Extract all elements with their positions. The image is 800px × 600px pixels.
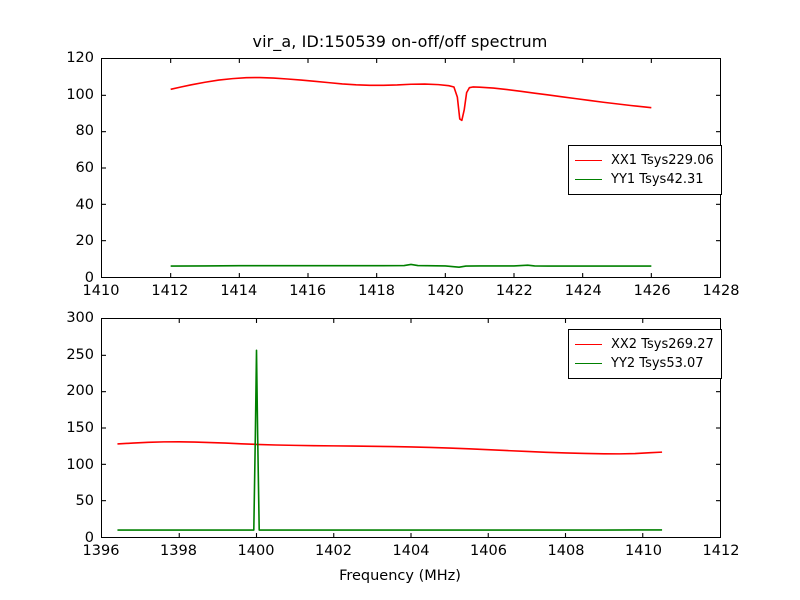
x-tick-label: 1398 bbox=[160, 543, 197, 559]
y-tick-label: 200 bbox=[66, 383, 94, 400]
legend-line-swatch-icon bbox=[575, 179, 602, 180]
y-tick-label: 20 bbox=[75, 233, 94, 250]
x-tick-label: 1428 bbox=[702, 283, 740, 299]
y-tick-label: 120 bbox=[66, 50, 94, 66]
series-line bbox=[117, 442, 662, 454]
legend-entry: YY1 Tsys42.31 bbox=[575, 170, 714, 189]
x-tick-label: 1412 bbox=[702, 543, 740, 559]
x-tick-label: 1406 bbox=[470, 543, 507, 559]
y-tick-label: 300 bbox=[66, 310, 94, 326]
bottom-panel-axes bbox=[101, 318, 721, 538]
series-line bbox=[171, 78, 652, 121]
y-tick-label: 0 bbox=[84, 530, 94, 546]
legend-line-swatch-icon bbox=[575, 344, 602, 345]
series-line bbox=[171, 264, 652, 267]
y-tick-label: 100 bbox=[66, 86, 94, 103]
page-title: vir_a, ID:150539 on-off/off spectrum bbox=[252, 32, 548, 51]
x-tick-label: 1422 bbox=[495, 283, 533, 299]
x-tick-label: 1408 bbox=[547, 543, 585, 559]
legend-entry: XX2 Tsys269.27 bbox=[575, 335, 714, 354]
x-axis-label-bottom: Frequency (MHz) bbox=[339, 568, 461, 584]
x-tick-label: 1412 bbox=[151, 283, 189, 299]
legend-label: YY1 Tsys42.31 bbox=[611, 172, 704, 187]
x-tick-label: 1416 bbox=[289, 283, 327, 299]
legend-line-swatch-icon bbox=[575, 363, 602, 364]
y-tick-label: 250 bbox=[66, 346, 94, 363]
legend-bottom-panel: XX2 Tsys269.27 YY2 Tsys53.07 bbox=[568, 329, 722, 379]
legend-label: YY2 Tsys53.07 bbox=[611, 356, 704, 371]
legend-entry: XX1 Tsys229.06 bbox=[575, 151, 714, 170]
series-line bbox=[117, 350, 662, 530]
x-tick-label: 1410 bbox=[625, 543, 662, 559]
legend-label: XX1 Tsys229.06 bbox=[611, 153, 714, 168]
x-tick-label: 1424 bbox=[564, 283, 602, 299]
x-tick-label: 1402 bbox=[315, 543, 352, 559]
y-tick-label: 50 bbox=[75, 493, 94, 510]
x-tick-label: 1426 bbox=[633, 283, 671, 299]
x-tick-label: 1420 bbox=[426, 283, 464, 299]
y-tick-label: 150 bbox=[66, 420, 94, 436]
y-tick-label: 80 bbox=[75, 123, 94, 140]
y-tick-label: 0 bbox=[84, 270, 94, 286]
y-tick-label: 40 bbox=[75, 196, 94, 213]
y-tick-label: 60 bbox=[75, 160, 94, 176]
x-tick-label: 1404 bbox=[392, 543, 430, 559]
legend-top-panel: XX1 Tsys229.06 YY1 Tsys42.31 bbox=[568, 145, 722, 195]
x-tick-label: 1410 bbox=[82, 283, 120, 299]
y-tick-label: 100 bbox=[66, 456, 94, 473]
legend-label: XX2 Tsys269.27 bbox=[611, 337, 714, 352]
legend-line-swatch-icon bbox=[575, 160, 602, 161]
x-tick-label: 1414 bbox=[220, 283, 258, 299]
x-tick-label: 1396 bbox=[82, 543, 120, 559]
bottom-panel-plot-area bbox=[102, 319, 720, 537]
x-tick-label: 1400 bbox=[237, 543, 275, 559]
legend-entry: YY2 Tsys53.07 bbox=[575, 354, 714, 373]
x-tick-label: 1418 bbox=[358, 283, 395, 299]
